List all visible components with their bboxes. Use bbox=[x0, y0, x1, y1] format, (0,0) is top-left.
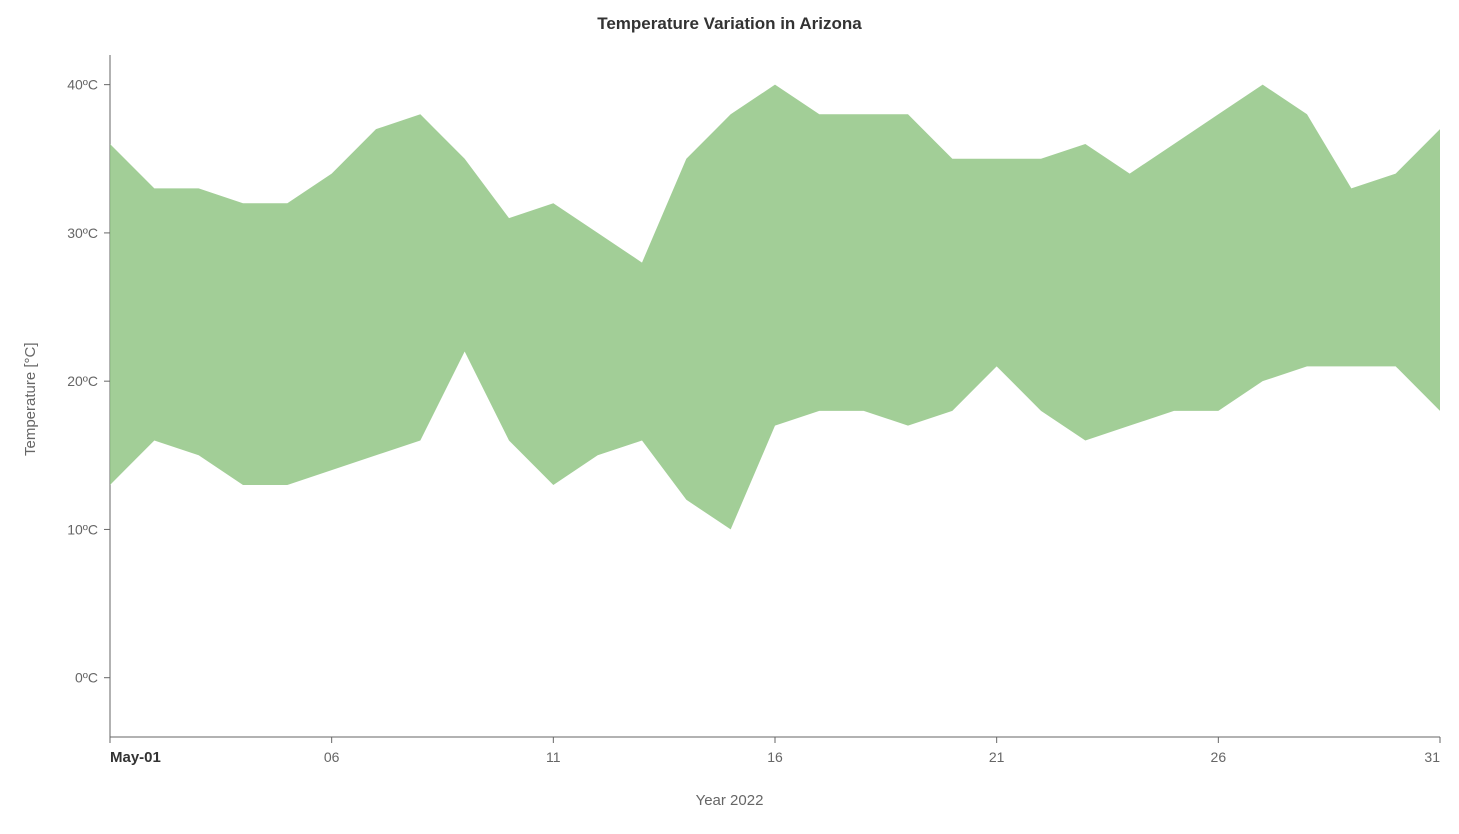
y-tick-label: 30ºC bbox=[67, 225, 98, 241]
x-tick-label: May-01 bbox=[110, 749, 161, 766]
y-tick-label: 20ºC bbox=[67, 373, 98, 389]
x-tick-label: 21 bbox=[989, 749, 1005, 765]
y-tick-label: 0ºC bbox=[75, 670, 98, 686]
x-tick-label: 16 bbox=[767, 749, 783, 765]
y-tick-label: 40ºC bbox=[67, 77, 98, 93]
x-tick-label: 31 bbox=[1424, 749, 1440, 765]
x-tick-label: 26 bbox=[1211, 749, 1227, 765]
x-tick-label: 06 bbox=[324, 749, 340, 765]
plot-area[interactable]: 0ºC 10ºC 20ºC 30ºC 40ºC May-01 06 11 16 21 26 31 bbox=[0, 0, 1459, 834]
range-area-chart: Temperature Variation in Arizona Tempera… bbox=[0, 0, 1459, 834]
x-tick-label: 11 bbox=[546, 749, 561, 765]
y-tick-label: 10ºC bbox=[67, 521, 98, 537]
range-area-series[interactable] bbox=[110, 85, 1440, 530]
